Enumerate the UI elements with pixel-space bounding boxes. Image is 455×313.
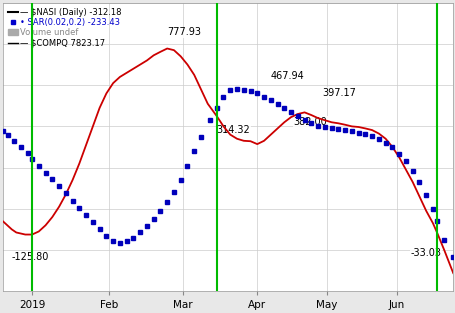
Text: -33.03: -33.03: [410, 248, 440, 258]
Legend: — $NASI (Daily) -312.18, • SAR(0.02,0.2) -233.43, Volume undef, — $COMPQ 7823.17: — $NASI (Daily) -312.18, • SAR(0.02,0.2)…: [5, 4, 125, 51]
Text: 397.17: 397.17: [322, 88, 356, 98]
Text: -125.80: -125.80: [12, 252, 49, 262]
Text: 314.32: 314.32: [216, 126, 250, 136]
Text: 467.94: 467.94: [270, 71, 304, 81]
Text: 382.00: 382.00: [293, 117, 326, 127]
Text: 777.93: 777.93: [167, 28, 201, 37]
